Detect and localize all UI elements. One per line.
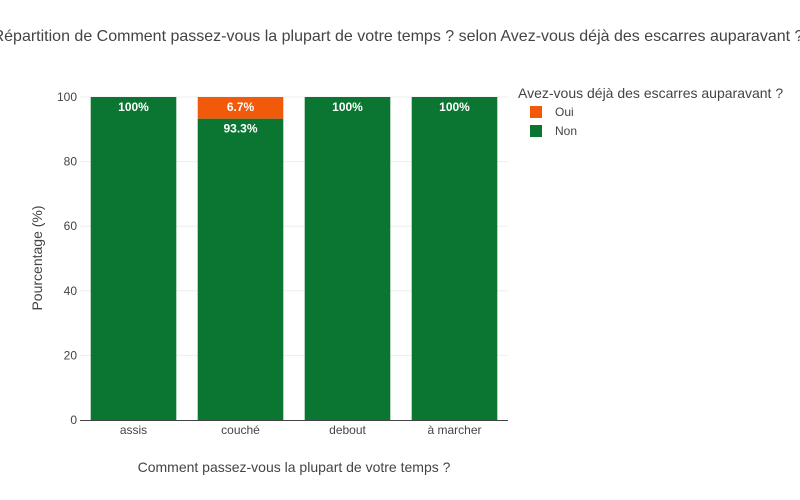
- data-label: 100%: [332, 100, 363, 114]
- axes: 0 20 40 60 80 100 assis couché debout à marcher: [57, 90, 508, 437]
- legend-swatch-oui: [530, 106, 542, 118]
- y-tick-label: 60: [64, 219, 78, 233]
- x-tick-label: debout: [329, 423, 366, 437]
- bar-non: [304, 97, 391, 420]
- bar-non: [197, 118, 284, 421]
- y-tick-label: 20: [64, 348, 78, 362]
- legend-title: Avez-vous déjà des escarres auparavant ?: [518, 85, 783, 101]
- legend: Avez-vous déjà des escarres auparavant ?…: [518, 85, 783, 138]
- legend-swatch-non: [530, 125, 542, 137]
- data-label: 100%: [118, 100, 149, 114]
- x-tick-label: à marcher: [427, 423, 481, 437]
- y-tick-label: 40: [64, 284, 78, 298]
- data-label: 100%: [439, 100, 470, 114]
- y-tick-label: 80: [64, 155, 78, 169]
- x-tick-label: assis: [120, 423, 147, 437]
- x-axis-title: Comment passez-vous la plupart de votre …: [138, 459, 451, 475]
- y-axis-title: Pourcentage (%): [29, 205, 45, 310]
- legend-label-oui: Oui: [555, 105, 574, 119]
- y-tick-label: 100: [57, 90, 77, 104]
- data-label: 93.3%: [223, 122, 257, 136]
- data-labels: 100% 93.3% 6.7% 100% 100%: [118, 100, 470, 136]
- data-label: 6.7%: [227, 100, 255, 114]
- legend-items: Oui Non: [530, 105, 577, 138]
- bar-non: [411, 97, 498, 420]
- y-tick-label: 0: [70, 413, 77, 427]
- bar-oui: [197, 97, 284, 119]
- x-tick-label: couché: [221, 423, 260, 437]
- legend-label-non: Non: [555, 124, 577, 138]
- bar-non: [90, 97, 177, 420]
- bars: [90, 97, 498, 421]
- chart-title: Répartition de Comment passez-vous la pl…: [0, 28, 800, 45]
